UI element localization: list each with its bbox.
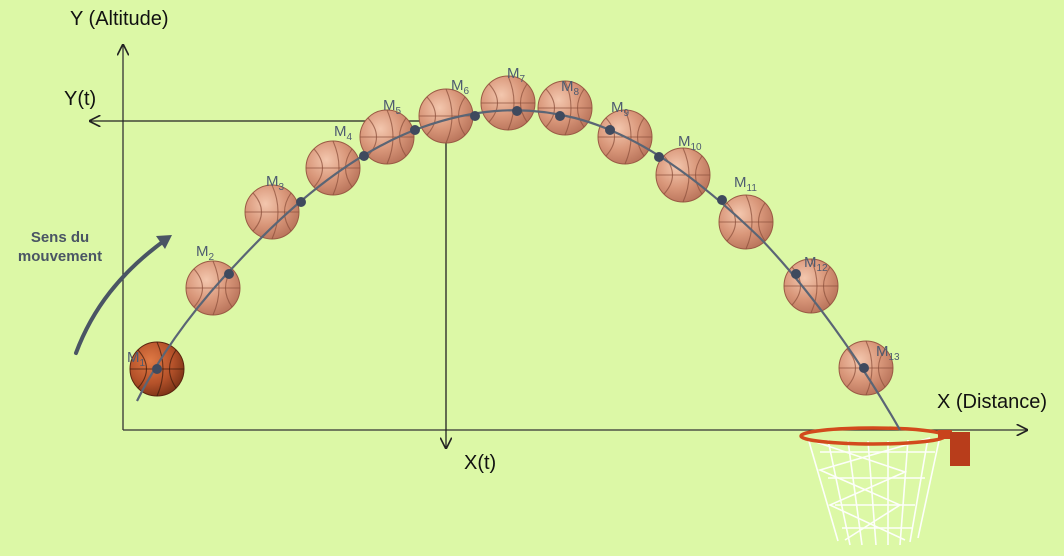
- trajectory-point: [470, 111, 480, 121]
- basketball-icon: [655, 147, 711, 203]
- point-label-index: 4: [347, 132, 353, 143]
- yt-label: Y(t): [64, 88, 97, 110]
- point-label: M8: [561, 78, 580, 98]
- point-label-letter: M: [611, 99, 624, 116]
- point-label: M12: [804, 254, 828, 274]
- basketball-icon: [244, 184, 300, 240]
- direction-arrow-head: [156, 235, 172, 249]
- point-label: M6: [451, 77, 470, 97]
- basketball-icon: [480, 75, 536, 131]
- point-label: M7: [507, 65, 526, 85]
- point-label: M9: [611, 99, 630, 119]
- trajectory-point: [359, 151, 369, 161]
- trajectory-point: [791, 269, 801, 279]
- trajectory-point: [152, 364, 162, 374]
- point-label: M10: [678, 133, 702, 153]
- point-label-index: 1: [140, 358, 146, 369]
- point-layer: [152, 106, 869, 374]
- direction-caption-line2: mouvement: [17, 248, 103, 265]
- point-label-index: 6: [464, 86, 470, 97]
- trajectory-point: [512, 106, 522, 116]
- xt-label: X(t): [464, 452, 497, 474]
- basketball-icon: [305, 140, 361, 196]
- basketball-hoop-icon: [799, 426, 970, 546]
- direction-caption-line1: Sens du: [30, 229, 90, 246]
- point-label: M11: [734, 174, 757, 194]
- point-label-index: 8: [574, 87, 580, 98]
- direction-caption: Sens du mouvement: [2, 228, 118, 266]
- point-label: M5: [383, 97, 402, 117]
- trajectory-point: [296, 197, 306, 207]
- point-label-index: 10: [691, 142, 703, 153]
- point-label-index: 13: [889, 352, 901, 363]
- point-label-letter: M: [876, 343, 889, 360]
- point-label-index: 9: [624, 108, 630, 119]
- point-label-letter: M: [334, 123, 347, 140]
- trajectory-point: [717, 195, 727, 205]
- trajectory-point: [654, 152, 664, 162]
- direction-arrow: [74, 236, 170, 355]
- point-label-letter: M: [127, 349, 140, 366]
- trajectory-point: [605, 125, 615, 135]
- point-label-index: 2: [209, 252, 215, 263]
- point-label-index: 12: [817, 263, 829, 274]
- point-label: M3: [266, 173, 285, 193]
- trajectory-point: [410, 125, 420, 135]
- y-axis-label: Y (Altitude): [70, 8, 169, 30]
- point-label-letter: M: [383, 97, 396, 114]
- point-label: M1: [127, 349, 146, 369]
- point-label: M4: [334, 123, 353, 143]
- point-label-index: 5: [396, 106, 402, 117]
- x-axis-label: X (Distance): [937, 391, 1048, 413]
- point-label-letter: M: [678, 133, 691, 150]
- point-label-letter: M: [507, 65, 520, 82]
- point-label-index: 3: [279, 182, 285, 193]
- net-icon: [807, 435, 941, 546]
- basketball-icon: [718, 194, 774, 250]
- point-label-letter: M: [266, 173, 279, 190]
- point-label-letter: M: [451, 77, 464, 94]
- point-label-letter: M: [804, 254, 817, 271]
- trajectory-point: [859, 363, 869, 373]
- trajectory-curve: [136, 109, 901, 431]
- trajectory-point: [555, 111, 565, 121]
- trajectory-point: [224, 269, 234, 279]
- ball-layer: [129, 75, 894, 397]
- point-label-letter: M: [734, 174, 747, 191]
- basketball-icon: [537, 80, 593, 136]
- point-label-letter: M: [196, 243, 209, 260]
- point-label-index: 11: [747, 183, 758, 194]
- point-label-letter: M: [561, 78, 574, 95]
- point-label-index: 7: [520, 74, 526, 85]
- point-label: M2: [196, 243, 215, 263]
- basketball-icon: [129, 341, 185, 397]
- point-label: M13: [876, 343, 900, 363]
